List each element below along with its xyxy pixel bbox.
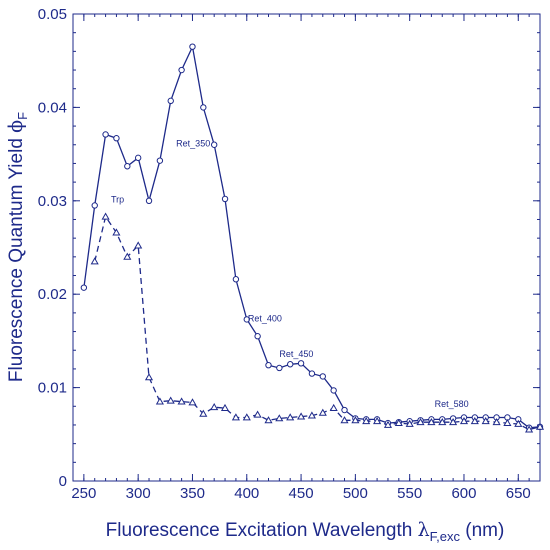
- triangle-marker: [514, 419, 523, 427]
- circle-marker: [167, 97, 174, 105]
- x-tick-label: 400: [234, 485, 259, 502]
- circle-marker: [221, 195, 229, 203]
- y-tick-label: 0.01: [38, 380, 67, 397]
- annotations: Trp Ret_350 Ret_400 Ret_450 Ret_580: [111, 139, 469, 410]
- triangle-marker: [470, 416, 479, 425]
- series-line-2: [94, 215, 541, 431]
- y-tick-label: 0.02: [38, 286, 67, 303]
- y-tick-label: 0.05: [38, 6, 67, 23]
- triangle-marker: [535, 422, 545, 430]
- triangle-marker: [394, 418, 403, 426]
- triangle-marker: [275, 414, 284, 422]
- circle-marker: [243, 316, 250, 323]
- x-tick-label: 550: [397, 485, 422, 502]
- annotation-label: Ret_450: [279, 349, 313, 359]
- circle-marker: [124, 163, 131, 170]
- circle-marker: [134, 154, 142, 162]
- circle-marker: [330, 387, 337, 394]
- triangle-marker: [405, 419, 414, 427]
- triangle-marker: [199, 409, 208, 417]
- triangle-marker: [297, 412, 306, 420]
- triangle-marker: [253, 410, 262, 418]
- triangle-marker: [101, 212, 110, 220]
- triangle-marker: [264, 416, 273, 424]
- triangle-marker: [134, 241, 143, 249]
- ticks: 250 300 350 400 450 500 550 600 650 0 0.01 0.02 0.03…: [38, 6, 541, 502]
- x-axis-title: Fluorescence Excitation Wavelength λF,ex…: [106, 519, 505, 544]
- triangle-marker: [427, 417, 436, 426]
- triangle-marker: [449, 417, 458, 426]
- triangle-marker: [340, 416, 349, 424]
- triangle-marker: [373, 416, 382, 425]
- triangle-marker: [525, 425, 534, 433]
- circle-marker: [200, 104, 207, 111]
- x-tick-label: 450: [289, 485, 314, 502]
- triangle-marker: [438, 417, 447, 426]
- triangle-marker: [90, 257, 99, 265]
- triangle-marker: [231, 413, 240, 421]
- triangle-marker: [210, 402, 219, 411]
- x-tick-label: 300: [126, 485, 151, 502]
- circle-marker: [113, 135, 120, 142]
- triangle-marker: [286, 413, 295, 421]
- triangle-marker: [318, 408, 327, 416]
- circle-marker: [178, 66, 185, 74]
- x-tick-label: 500: [343, 485, 368, 502]
- triangle-marker: [329, 403, 338, 411]
- circle-marker: [341, 406, 348, 414]
- annotation-label: Ret_350: [176, 139, 210, 149]
- circle-marker: [80, 284, 88, 291]
- triangle-marker: [503, 418, 512, 426]
- circle-marker: [232, 276, 240, 283]
- triangle-marker: [416, 417, 425, 426]
- circle-marker: [319, 373, 326, 380]
- circle-marker: [156, 157, 164, 164]
- annotation-label: Ret_400: [248, 313, 282, 323]
- triangle-marker: [362, 416, 371, 425]
- circle-marker: [91, 202, 98, 209]
- circle-marker: [297, 360, 305, 367]
- plot-frame: [72, 13, 541, 482]
- circle-marker: [276, 364, 283, 372]
- x-tick-label: 250: [71, 485, 96, 502]
- triangle-marker: [481, 416, 490, 425]
- y-tick-label: 0.03: [38, 193, 67, 210]
- circle-marker: [210, 141, 218, 148]
- circle-marker: [254, 333, 261, 340]
- triangle-marker: [383, 420, 393, 428]
- triangle-marker: [492, 417, 501, 426]
- circle-marker: [287, 361, 294, 368]
- y-tick-label: 0.04: [38, 99, 67, 116]
- y-tick-label: 0: [59, 473, 67, 490]
- x-tick-label: 350: [180, 485, 205, 502]
- x-tick-label: 600: [451, 485, 476, 502]
- circle-marker: [145, 197, 153, 205]
- y-axis-title: Fluorescence Quantum Yield ϕF: [5, 112, 30, 382]
- circle-marker: [189, 43, 196, 50]
- triangle-marker: [155, 397, 164, 405]
- circle-marker: [102, 131, 109, 138]
- series-markers: [80, 43, 545, 433]
- triangle-marker: [220, 403, 230, 411]
- triangle-marker: [242, 413, 251, 421]
- triangle-marker: [307, 411, 316, 419]
- circle-marker: [308, 370, 316, 377]
- triangle-marker: [351, 416, 360, 424]
- triangle-marker: [144, 373, 154, 381]
- annotation-label: Trp: [111, 195, 124, 205]
- triangle-marker: [123, 252, 132, 260]
- x-tick-label: 650: [506, 485, 531, 502]
- circle-marker: [265, 361, 272, 369]
- triangle-marker: [166, 396, 175, 404]
- triangle-marker: [459, 416, 469, 425]
- triangle-marker: [112, 228, 121, 236]
- triangle-marker: [188, 398, 197, 406]
- triangle-marker: [177, 397, 186, 405]
- annotation-label: Ret_580: [435, 399, 469, 409]
